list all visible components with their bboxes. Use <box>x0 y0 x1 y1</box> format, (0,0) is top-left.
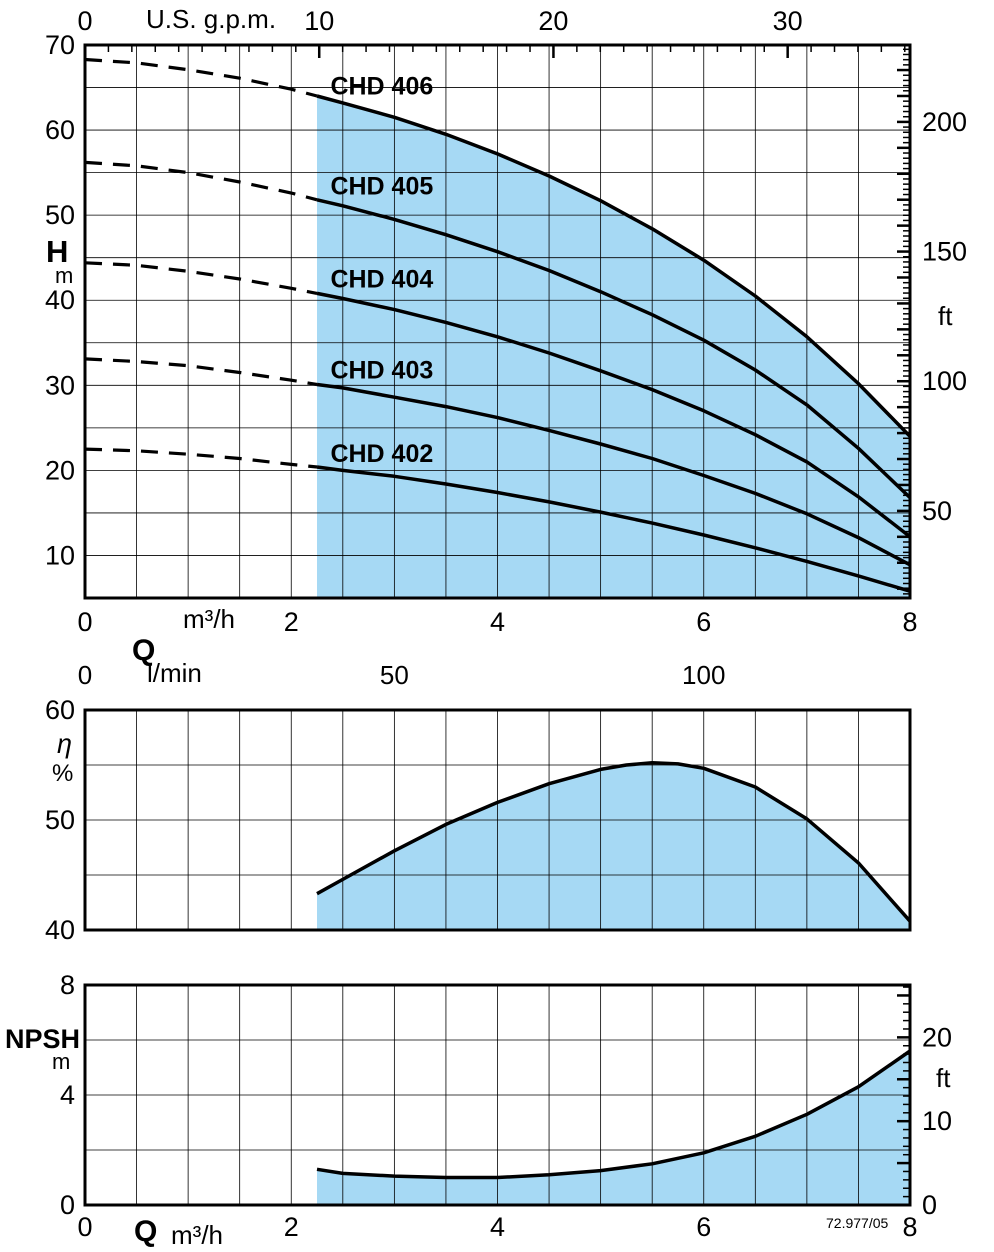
svg-text:2: 2 <box>284 607 299 637</box>
svg-text:100: 100 <box>682 660 725 690</box>
curve-CHD-405 <box>316 198 912 499</box>
svg-text:40: 40 <box>45 915 75 945</box>
curve-CHD-406 <box>316 94 912 438</box>
npsh-flow-axis-unit-m3h: m³/h <box>171 1220 223 1250</box>
svg-text:6: 6 <box>696 607 711 637</box>
svg-text:10: 10 <box>304 6 334 36</box>
curve-eta <box>316 761 912 923</box>
npsh-feet-axis-unit: ft <box>936 1063 951 1093</box>
svg-text:0: 0 <box>922 1190 937 1220</box>
npsh-flow-axis-label-q: Q <box>134 1215 158 1248</box>
efficiency-axis-unit: % <box>52 760 74 787</box>
svg-text:0: 0 <box>77 1212 92 1242</box>
svg-text:6: 6 <box>696 1212 711 1242</box>
svg-text:20: 20 <box>538 6 568 36</box>
svg-text:50: 50 <box>45 805 75 835</box>
svg-text:0: 0 <box>77 607 92 637</box>
curve-label-CHD-402: CHD 402 <box>330 440 433 468</box>
svg-text:20: 20 <box>922 1022 952 1052</box>
svg-text:60: 60 <box>45 695 75 725</box>
top-axis-unit-gpm: U.S. g.p.m. <box>146 4 277 34</box>
curve-CHD-403 <box>316 382 911 567</box>
shaded-region <box>317 1051 910 1205</box>
shaded-region <box>317 762 910 930</box>
svg-text:100: 100 <box>922 366 967 396</box>
svg-text:0: 0 <box>77 6 92 36</box>
curve-dashed-CHD-402 <box>84 447 318 469</box>
curve-dashed-CHD-403 <box>84 357 318 387</box>
svg-text:20: 20 <box>45 455 75 485</box>
head-axis-label: H <box>46 234 69 269</box>
curve-label-CHD-403: CHD 403 <box>330 357 433 385</box>
curve-dashed-CHD-405 <box>84 160 318 202</box>
curve-dashed-CHD-406 <box>84 57 318 98</box>
svg-text:8: 8 <box>60 970 75 1000</box>
curve-label-CHD-406: CHD 406 <box>330 72 433 100</box>
curve-label-CHD-404: CHD 404 <box>330 265 433 293</box>
figure-note: 72.977/05 <box>826 1215 889 1231</box>
svg-text:40: 40 <box>45 285 75 315</box>
flow-axis-unit-m3h: m³/h <box>183 604 235 634</box>
npsh-axis-unit: m <box>52 1049 71 1074</box>
svg-text:10: 10 <box>45 540 75 570</box>
svg-text:50: 50 <box>380 660 409 690</box>
svg-text:50: 50 <box>922 496 952 526</box>
svg-text:60: 60 <box>45 115 75 145</box>
curve-dashed-CHD-404 <box>84 261 318 295</box>
svg-text:4: 4 <box>490 607 505 637</box>
flow-axis-label-q: Q <box>132 634 156 667</box>
svg-text:70: 70 <box>45 30 75 60</box>
svg-text:50: 50 <box>45 200 75 230</box>
svg-text:200: 200 <box>922 107 967 137</box>
svg-text:30: 30 <box>45 370 75 400</box>
lmin-axis-unit: l/min <box>147 658 202 688</box>
svg-text:2: 2 <box>284 1212 299 1242</box>
svg-text:10: 10 <box>922 1106 952 1136</box>
svg-text:30: 30 <box>773 6 803 36</box>
efficiency-axis-label: η <box>57 729 72 759</box>
curve-CHD-404 <box>316 291 912 539</box>
svg-text:0: 0 <box>78 660 92 690</box>
svg-text:8: 8 <box>902 1212 917 1242</box>
curve-CHD-402 <box>316 465 911 593</box>
curve-label-CHD-405: CHD 405 <box>330 173 433 201</box>
chart-2: 40 50 60 <box>45 695 912 945</box>
head-axis-unit: m <box>55 263 74 288</box>
svg-text:0: 0 <box>60 1190 75 1220</box>
svg-text:4: 4 <box>490 1212 505 1242</box>
svg-text:8: 8 <box>902 607 917 637</box>
shaded-region <box>317 96 910 598</box>
npsh-axis-label: NPSH <box>5 1024 81 1054</box>
curve-NPSH <box>316 1049 911 1180</box>
svg-text:150: 150 <box>922 237 967 267</box>
feet-axis-unit: ft <box>938 301 953 331</box>
svg-text:4: 4 <box>60 1080 75 1110</box>
